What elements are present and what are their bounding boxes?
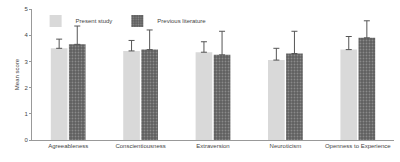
svg-text:Neuroticism: Neuroticism <box>270 143 302 149</box>
svg-text:Conscientiousness: Conscientiousness <box>115 143 165 149</box>
svg-text:2: 2 <box>24 85 28 91</box>
svg-text:Present study: Present study <box>76 18 113 24</box>
svg-text:5: 5 <box>24 6 28 12</box>
svg-text:4: 4 <box>24 32 28 38</box>
svg-text:Agreeableness: Agreeableness <box>48 143 88 149</box>
svg-text:Extraversion: Extraversion <box>196 143 229 149</box>
svg-text:0: 0 <box>24 137 28 143</box>
svg-text:Mean score: Mean score <box>14 58 20 90</box>
svg-text:Previous literature: Previous literature <box>157 18 206 24</box>
svg-text:Openness to Experience: Openness to Experience <box>325 143 391 149</box>
svg-text:3: 3 <box>24 59 28 65</box>
svg-text:1: 1 <box>24 111 28 117</box>
